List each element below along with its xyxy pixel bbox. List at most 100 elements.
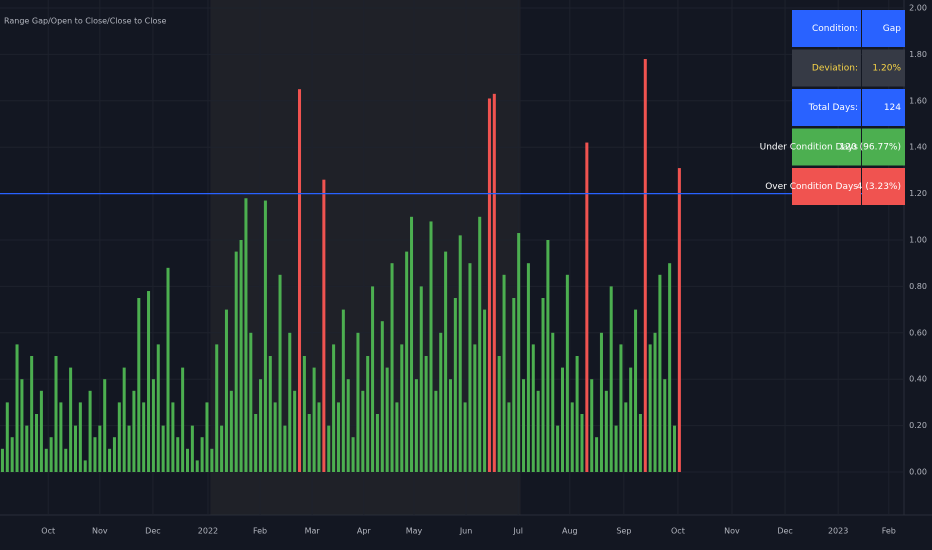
bar: [122, 367, 126, 472]
bar: [5, 402, 9, 472]
y-tick-label: 1.60: [909, 96, 927, 105]
bar: [677, 168, 681, 472]
bar: [171, 402, 175, 472]
bar: [473, 344, 477, 472]
bar: [259, 379, 263, 472]
bar: [293, 390, 297, 472]
table-cell: [792, 10, 861, 47]
bar: [88, 390, 92, 472]
y-tick-label: 0.40: [909, 375, 927, 384]
bar: [176, 437, 180, 472]
bar: [161, 425, 165, 472]
bar: [302, 356, 306, 472]
x-tick-label: Sep: [616, 527, 631, 536]
bar: [254, 414, 258, 472]
bar: [205, 402, 209, 472]
bar: [78, 402, 82, 472]
bar: [283, 425, 287, 472]
bar: [93, 437, 97, 472]
table-cell-text: 124: [884, 103, 901, 113]
bar: [103, 379, 107, 472]
bar: [39, 390, 43, 472]
table-cell: [862, 128, 905, 166]
bar: [619, 344, 623, 472]
bar: [220, 425, 224, 472]
x-tick-label: May: [406, 527, 423, 536]
bar: [458, 235, 462, 472]
bar: [410, 216, 414, 472]
bar: [536, 390, 540, 472]
bar: [336, 402, 340, 472]
bar: [643, 59, 647, 472]
bar: [487, 98, 491, 472]
y-tick-label: 1.40: [909, 143, 927, 152]
bar: [653, 332, 657, 472]
x-tick-label: Dec: [145, 527, 160, 536]
bar: [54, 356, 58, 472]
bar: [234, 251, 238, 472]
bar: [117, 402, 121, 472]
bar: [322, 179, 326, 472]
y-tick-label: 1.00: [909, 236, 927, 245]
bar: [224, 309, 228, 472]
bar: [371, 286, 375, 472]
table-cell-text: 120 (96.77%): [840, 143, 901, 153]
bar: [565, 274, 569, 472]
y-tick-label: 0.80: [909, 282, 927, 291]
table-cell-text: Total Days:: [808, 103, 858, 113]
bar: [20, 379, 24, 472]
bar: [142, 402, 146, 472]
bar: [263, 200, 267, 472]
bar: [434, 390, 438, 472]
bar: [15, 344, 19, 472]
bar: [463, 402, 467, 472]
bar: [556, 425, 560, 472]
bar: [673, 425, 677, 472]
bar: [312, 367, 316, 472]
table-cell-text: 4 (3.23%): [857, 182, 901, 192]
bar: [249, 332, 253, 472]
bar: [64, 448, 68, 472]
y-tick-label: 1.20: [909, 189, 927, 198]
table-cell: [862, 10, 905, 47]
bar: [492, 93, 496, 472]
bar: [380, 321, 384, 472]
bar: [356, 332, 360, 472]
bar: [44, 448, 48, 472]
table-cell: [862, 168, 905, 205]
bar: [278, 274, 282, 472]
table-cell: [862, 89, 905, 126]
bar: [424, 356, 428, 472]
x-tick-label: Dec: [777, 527, 792, 536]
bar: [332, 344, 336, 472]
bar: [35, 414, 39, 472]
bar: [575, 356, 579, 472]
bar: [98, 425, 102, 472]
bar: [468, 263, 472, 472]
bar: [83, 460, 87, 472]
bar: [239, 240, 243, 472]
bar: [648, 344, 652, 472]
table-cell: [792, 49, 861, 87]
bar: [351, 437, 355, 472]
bar: [668, 263, 672, 472]
x-tick-label: Oct: [41, 527, 55, 536]
bar: [590, 379, 594, 472]
x-tick-label: Nov: [724, 527, 740, 536]
bar: [137, 298, 141, 472]
bar: [502, 274, 506, 472]
bar: [560, 367, 565, 472]
bar: [546, 240, 550, 472]
bar: [273, 402, 277, 472]
table-cell-text: Over Condition Days: [765, 182, 858, 192]
bar: [512, 298, 516, 472]
table-cell-text: Condition:: [812, 24, 858, 34]
bar: [375, 414, 379, 472]
bar: [453, 298, 457, 472]
bar: [151, 379, 155, 472]
bar: [341, 309, 345, 472]
bar: [507, 402, 511, 472]
bar: [181, 367, 185, 472]
y-tick-label: 0.00: [909, 468, 927, 477]
bar: [215, 344, 219, 472]
